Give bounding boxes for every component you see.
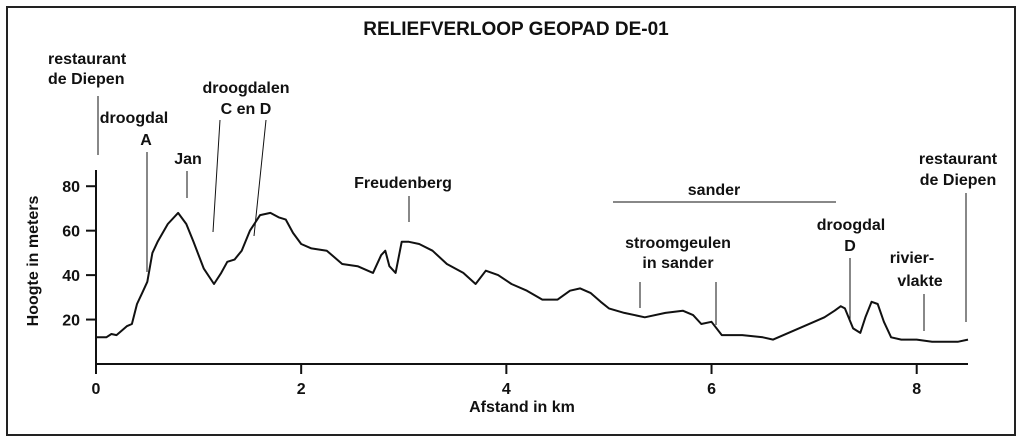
annotation-droogdalen-cd-2: C en D xyxy=(221,101,272,118)
annotation-sander: sander xyxy=(688,182,740,199)
annotation-riviervlakte-1: rivier- xyxy=(890,250,934,267)
y-tick-label: 80 xyxy=(62,179,80,196)
annotation-stroomgeulen-2: in sander xyxy=(642,255,713,272)
chart-title: RELIEFVERLOOP GEOPAD DE-01 xyxy=(363,19,669,40)
y-tick-label: 40 xyxy=(62,268,80,285)
x-tick-label: 6 xyxy=(707,381,716,398)
annotation-restaurant-left-1: restaurant xyxy=(48,51,127,68)
annotation-freudenberg: Freudenberg xyxy=(354,175,452,192)
annotation-droogdal-d-1: droogdal xyxy=(817,217,885,234)
annotation-droogdal-a-1: droogdal xyxy=(100,110,168,127)
x-tick-label: 0 xyxy=(92,381,101,398)
axes xyxy=(95,170,968,365)
x-tick-label: 2 xyxy=(297,381,306,398)
x-ticks: 0 2 4 6 8 xyxy=(92,364,921,398)
annotation-droogdalen-cd-1: droogdalen xyxy=(202,80,289,97)
annotation-droogdal-a-2: A xyxy=(140,132,152,149)
annotation-restaurant-left-2: de Diepen xyxy=(48,71,124,88)
annotation-restaurant-right-2: de Diepen xyxy=(920,172,996,189)
y-ticks: 20 40 60 80 xyxy=(62,179,96,330)
annotations: restaurant de Diepen droogdal A Jan droo… xyxy=(48,51,998,331)
annotation-riviervlakte-2: vlakte xyxy=(897,273,942,290)
annotation-restaurant-right-1: restaurant xyxy=(919,151,998,168)
y-axis-label: Hoogte in meters xyxy=(25,196,42,327)
x-tick-label: 8 xyxy=(912,381,921,398)
x-tick-label: 4 xyxy=(502,381,511,398)
chart-frame xyxy=(6,6,1016,436)
leader-droogdal-d-upper xyxy=(253,119,267,237)
annotation-jan: Jan xyxy=(174,151,202,168)
x-axis-label: Afstand in km xyxy=(469,399,575,416)
annotation-droogdal-d-2: D xyxy=(844,238,856,255)
leader-droogdal-c xyxy=(212,119,221,233)
y-tick-label: 20 xyxy=(62,313,80,330)
y-tick-label: 60 xyxy=(62,224,80,241)
relief-line xyxy=(96,211,969,343)
annotation-stroomgeulen-1: stroomgeulen xyxy=(625,235,731,252)
